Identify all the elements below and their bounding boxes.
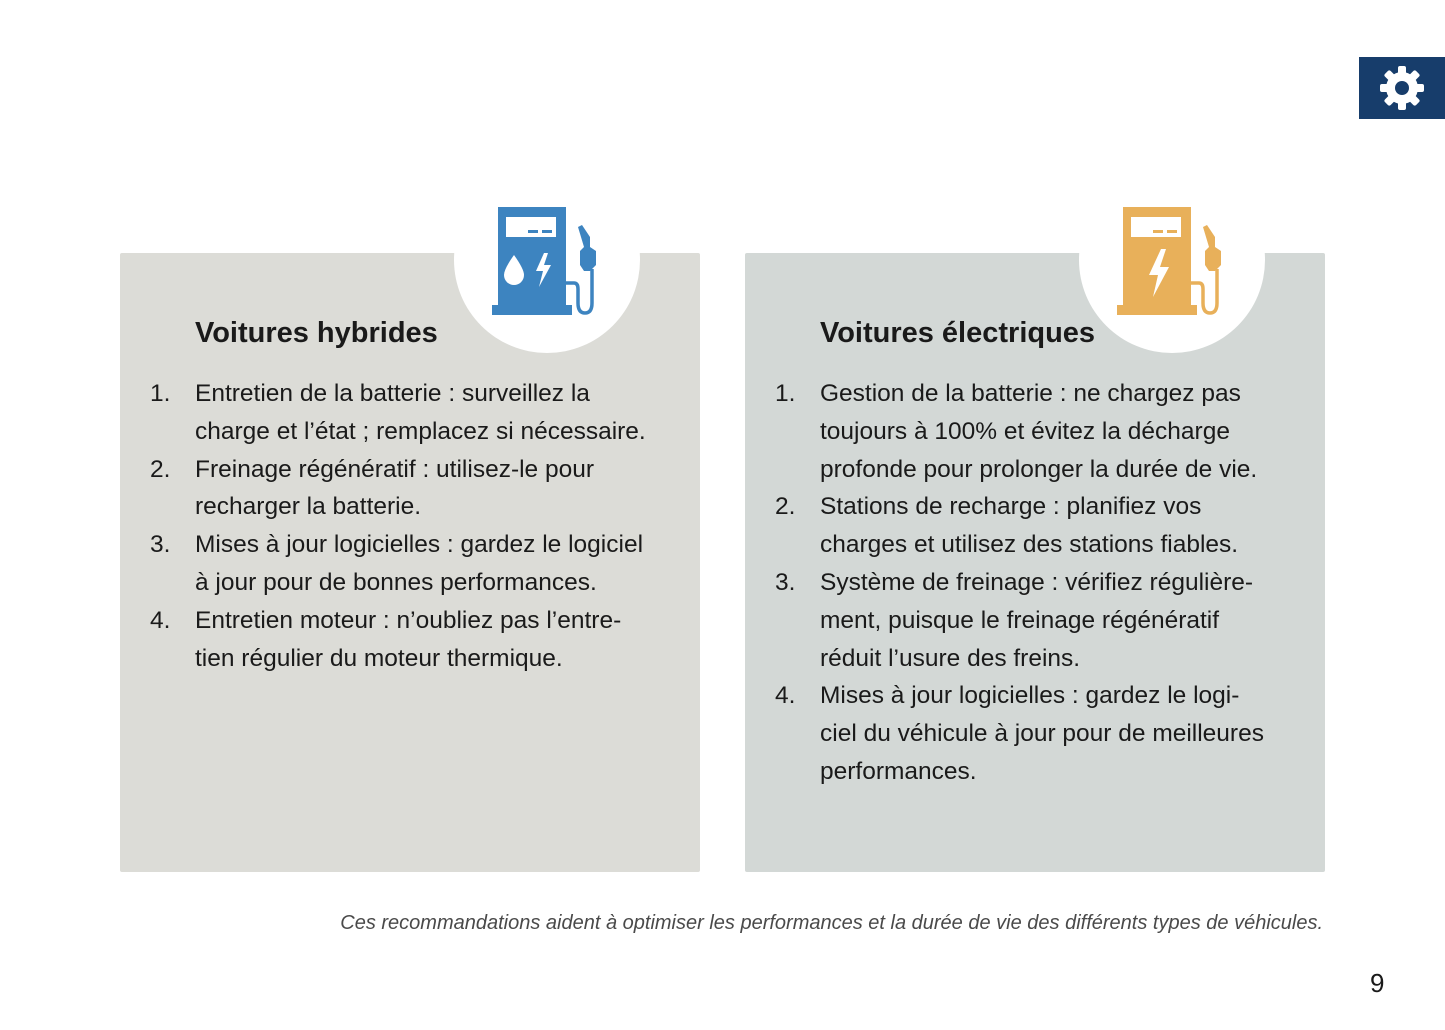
item-line: Entretien de la batterie : surveillez la xyxy=(195,380,590,407)
list-item: 3. Système de freinage : vérifiez réguliè… xyxy=(775,564,1264,677)
item-number: 2. xyxy=(150,455,171,483)
electric-title: Voitures électriques xyxy=(820,317,1096,349)
item-line: profonde pour prolonger la durée de vie. xyxy=(820,455,1258,483)
item-number: 1. xyxy=(775,380,796,407)
hybrid-title: Voitures hybrides xyxy=(195,317,438,349)
hybrid-list: 1. Entretien de la batterie : surveillez … xyxy=(150,375,646,677)
item-line: charge et l’état ; remplacez si nécessai… xyxy=(195,417,646,445)
item-text: Entretien moteur : n’oubliez pas l’entre… xyxy=(195,602,621,678)
item-line: ciel du véhicule à jour pour de meilleur… xyxy=(820,720,1264,748)
item-line: Freinage régénératif : utilisez-le pour xyxy=(195,455,595,483)
item-text: Stations de recharge : planifiez vos char… xyxy=(820,488,1238,564)
electric-list: 1. Gestion de la batterie : ne chargez pa… xyxy=(775,375,1264,791)
fuel-pump-drop-bolt-icon xyxy=(492,207,596,315)
item-line: toujours à 100% et évitez la décharge xyxy=(820,417,1230,445)
page-number: 9 xyxy=(1370,968,1385,998)
item-number: 3. xyxy=(775,568,796,596)
item-text: Entretien de la batterie : surveillez la… xyxy=(195,375,646,451)
item-text: Système de freinage : vérifiez régulière… xyxy=(820,564,1253,677)
item-text: Freinage régénératif : utilisez-le pour r… xyxy=(195,451,594,527)
item-line: tien régulier du moteur thermique. xyxy=(195,644,563,672)
item-line: à jour pour de bonnes performances. xyxy=(195,568,597,596)
list-item: 4. Entretien moteur : n’oubliez pas l’ent… xyxy=(150,602,646,678)
list-item: 2. Freinage régénératif : utilisez-le pou… xyxy=(150,451,646,527)
gear-icon xyxy=(1378,64,1426,112)
item-text: Mises à jour logicielles : gardez le log… xyxy=(195,526,643,602)
item-number: 4. xyxy=(150,606,171,634)
item-line: Mises à jour logicielles : gardez le log… xyxy=(820,682,1240,710)
item-number: 1. xyxy=(150,380,171,407)
item-text: Gestion de la batterie : ne chargez pas t… xyxy=(820,375,1257,488)
item-line: Système de freinage : vérifiez régulière… xyxy=(820,568,1254,596)
item-line: recharger la batterie. xyxy=(195,493,422,521)
list-item: 1. Gestion de la batterie : ne chargez pa… xyxy=(775,375,1264,488)
item-line: Mises à jour logicielles : gardez le log… xyxy=(195,531,644,559)
item-line: charges et utilisez des stations fiables… xyxy=(820,531,1239,559)
item-number: 4. xyxy=(775,682,796,710)
item-number: 3. xyxy=(150,531,171,559)
item-line: Stations de recharge : planifiez vos xyxy=(820,493,1202,521)
item-number: 2. xyxy=(775,493,796,521)
item-line: Gestion de la batterie : ne chargez pas xyxy=(820,380,1241,407)
list-item: 2. Stations de recharge : planifiez vos ch… xyxy=(775,488,1264,564)
caption: Ces recommandations aident à optimiser l… xyxy=(340,912,1323,934)
list-item: 1. Entretien de la batterie : surveillez … xyxy=(150,375,646,451)
item-text: Mises à jour logicielles : gardez le log… xyxy=(820,677,1264,790)
hybrid-card: Voitures hybrides 1. Entretien de la batt… xyxy=(120,253,700,872)
list-item: 3. Mises à jour logicielles : gardez le l… xyxy=(150,526,646,602)
item-line: réduit l’usure des freins. xyxy=(820,644,1081,672)
list-item: 4. Mises à jour logicielles : gardez le l… xyxy=(775,677,1264,790)
charging-station-bolt-icon xyxy=(1117,207,1221,315)
item-line: ment, puisque le freinage régénératif xyxy=(820,606,1220,634)
settings-badge xyxy=(1359,57,1445,119)
item-line: performances. xyxy=(820,757,977,785)
item-line: Entretien moteur : n’oubliez pas l’entre… xyxy=(195,606,622,634)
electric-card: Voitures électriques 1. Gestion de la bat… xyxy=(745,253,1325,872)
